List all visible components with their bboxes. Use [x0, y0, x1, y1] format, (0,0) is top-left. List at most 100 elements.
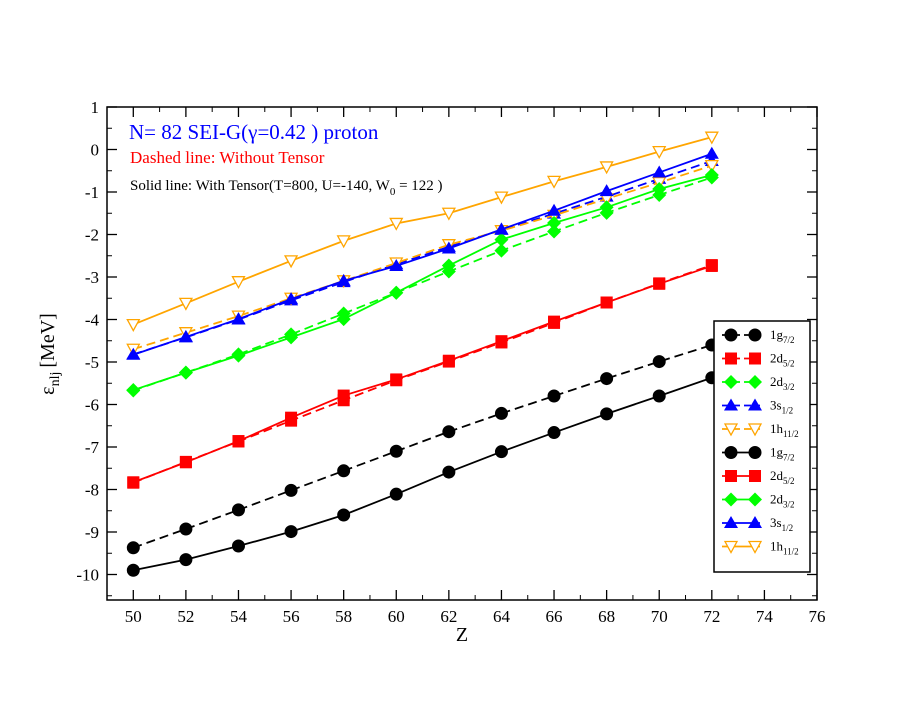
data-point	[441, 207, 456, 221]
series-line	[132, 265, 713, 484]
data-point	[284, 483, 298, 497]
annotation-dashed-note: Dashed line: Without Tensor	[130, 148, 325, 167]
legend-entry: 2d3/2	[722, 492, 795, 510]
legend-marker	[748, 446, 762, 459]
legend-label-main: 1h	[770, 421, 784, 436]
series-solid-2d-3-2	[126, 168, 719, 398]
y-tick-label: -1	[85, 183, 99, 202]
legend-marker	[747, 423, 763, 437]
legend-marker	[748, 516, 762, 528]
legend-label-subscript: 11/2	[783, 547, 799, 557]
series-line	[132, 264, 713, 484]
y-tick-label: -8	[85, 481, 99, 500]
x-tick-label: 54	[230, 607, 248, 626]
y-tick-label: -2	[85, 226, 99, 245]
legend-entry: 1h11/2	[722, 421, 799, 439]
data-point	[494, 232, 509, 247]
data-point	[178, 329, 193, 342]
series-dashed-1g-7-2	[126, 338, 719, 555]
series-line	[133, 174, 713, 391]
plot-area-frame	[106, 106, 818, 601]
legend-entry: 2d3/2	[722, 374, 795, 392]
legend-marker	[748, 492, 762, 507]
legend-entry: 2d5/2	[722, 351, 795, 369]
legend-label: 1g7/2	[770, 445, 795, 463]
x-tick-label: 64	[493, 607, 511, 626]
y-tick-label: 1	[91, 98, 100, 117]
axis-ticks	[107, 106, 818, 600]
data-point	[547, 224, 562, 239]
legend-label-main: 2d	[770, 468, 784, 483]
data-point	[652, 355, 666, 369]
data-point	[126, 563, 140, 577]
legend-marker	[723, 423, 739, 437]
y-tick-label: -10	[76, 566, 99, 585]
data-point	[442, 465, 456, 479]
y-tick-label: 0	[91, 141, 100, 160]
data-point	[285, 411, 298, 424]
series-line	[133, 164, 713, 351]
legend-label: 1g7/2	[770, 327, 795, 345]
legend-marker	[724, 516, 738, 528]
data-point	[389, 285, 404, 300]
data-point	[495, 335, 508, 348]
legend-label-subscript: 3/2	[783, 382, 795, 392]
data-point	[232, 435, 245, 448]
legend-label-main: 2d	[770, 374, 784, 389]
data-point	[389, 258, 404, 271]
data-point	[546, 175, 562, 189]
x-tick-label: 66	[546, 607, 563, 626]
y-axis-label-subscript: nlj	[48, 372, 63, 387]
series-layer	[126, 131, 719, 577]
legend-label: 1h11/2	[770, 539, 799, 557]
legend-label-subscript: 1/2	[782, 406, 794, 416]
y-tick-label: -5	[85, 353, 99, 372]
legend-label-subscript: 5/2	[783, 359, 795, 369]
legend-marker	[725, 352, 737, 365]
data-point	[547, 426, 561, 440]
legend-marker	[724, 375, 738, 389]
data-point	[705, 259, 718, 272]
annotation-solid-note-main: Solid line: With Tensor(T=800, U=-140, W	[130, 178, 391, 194]
annotation-title: N= 82 SEI-G(γ=0.42 ) proton	[129, 120, 379, 144]
data-point	[337, 508, 351, 522]
legend-marker	[724, 446, 738, 459]
legend-marker	[724, 398, 738, 411]
data-point	[337, 389, 350, 402]
series-line	[133, 376, 713, 572]
y-tick-label: -9	[85, 523, 99, 542]
legend-label-main: 1g	[770, 327, 784, 342]
data-point	[494, 222, 509, 235]
data-point	[231, 539, 245, 553]
data-point	[178, 365, 193, 380]
data-point	[127, 476, 140, 489]
data-point	[231, 348, 246, 363]
legend-entry: 2d5/2	[722, 468, 795, 486]
legend-label: 3s1/2	[770, 515, 793, 533]
legend-label-subscript: 11/2	[783, 429, 799, 439]
legend-marker	[749, 352, 761, 365]
data-point	[652, 389, 666, 403]
legend-marker	[747, 540, 763, 554]
data-point	[441, 258, 456, 273]
data-point	[126, 347, 141, 360]
data-point	[284, 525, 298, 539]
legend-marker	[724, 492, 738, 507]
series-line	[133, 176, 713, 392]
x-tick-label: 50	[125, 607, 142, 626]
data-point	[494, 406, 508, 420]
data-point	[548, 315, 561, 328]
data-point	[178, 297, 193, 311]
data-point	[442, 354, 455, 367]
x-tick-label: 72	[703, 607, 720, 626]
legend-label: 2d5/2	[770, 468, 795, 486]
y-tick-label: -4	[85, 311, 100, 330]
legend-label: 3s1/2	[770, 398, 793, 416]
data-point	[547, 216, 562, 231]
x-tick-label: 52	[177, 607, 194, 626]
annotation-solid-note-tail: = 122 )	[395, 178, 442, 194]
legend-marker	[748, 375, 762, 389]
legend-label-subscript: 7/2	[783, 453, 795, 463]
data-point	[599, 161, 614, 175]
legend-label-subscript: 7/2	[783, 335, 795, 345]
